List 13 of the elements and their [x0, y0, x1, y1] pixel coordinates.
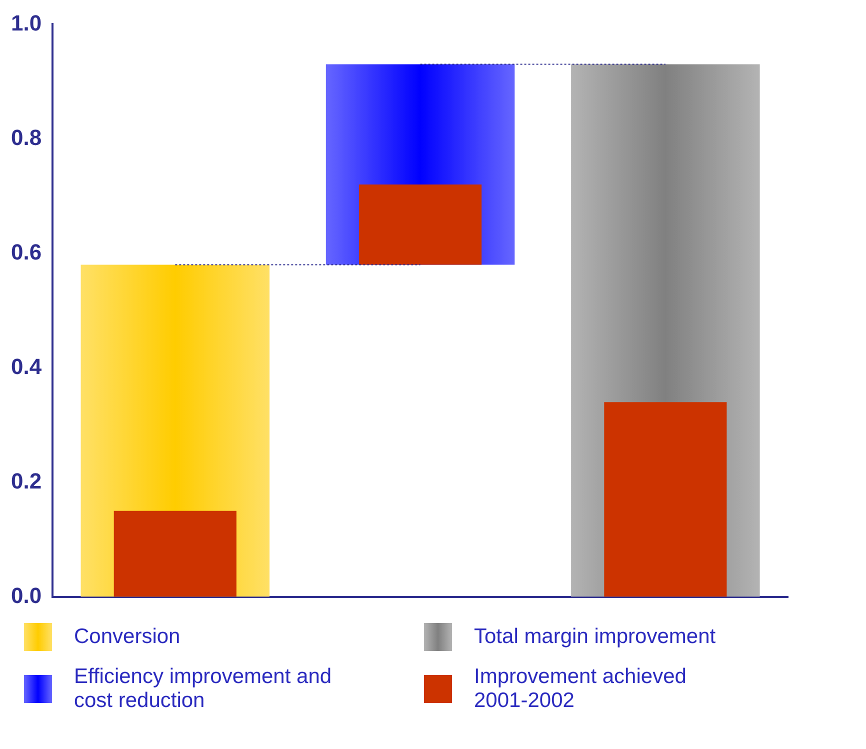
legend-label: Conversion — [74, 625, 180, 649]
legend-label: Total margin improvement — [474, 625, 716, 649]
y-tick-label: 1.0 — [10, 10, 42, 36]
legend-label: Improvement achieved 2001-2002 — [474, 665, 688, 713]
y-tick-label: 0.6 — [10, 239, 42, 264]
bar — [114, 510, 236, 597]
y-tick-label: 0.0 — [10, 582, 42, 608]
y-tick-label: 0.8 — [10, 124, 42, 150]
bar — [604, 402, 727, 597]
legend-label: Efficiency improvement and cost reduction — [74, 665, 333, 713]
bar — [359, 184, 482, 265]
y-tick-label: 0.2 — [10, 468, 42, 494]
y-tick-label: 0.4 — [10, 354, 42, 379]
